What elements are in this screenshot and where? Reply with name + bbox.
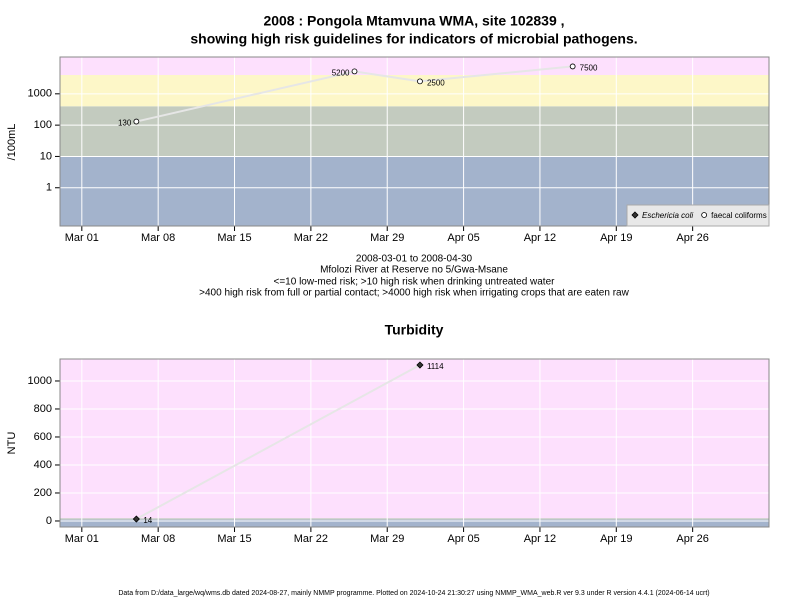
marker [132,515,140,523]
caption: >400 high risk from full or partial cont… [199,288,629,299]
risk-band [60,359,769,519]
y-tick-label: 0 [46,515,52,527]
y-tick-label: 10 [40,150,52,162]
y-axis-label: NTU [6,432,18,455]
x-tick-label: Apr 19 [600,232,632,244]
x-tick-label: Mar 29 [370,533,404,545]
y-tick-label: 100 [34,119,52,131]
y-tick-label: 400 [34,459,52,471]
x-tick-label: Apr 19 [600,533,632,545]
x-tick-label: Apr 05 [447,533,479,545]
legend-label: faecal coliforms [711,211,767,220]
marker [133,118,140,125]
chart-subtitle: showing high risk guidelines for indicat… [190,31,637,47]
footer: Data from D:/data_large/wq/wms.db dated … [118,590,709,597]
marker [416,361,424,369]
marker [631,211,639,219]
series: 14 1114 [132,361,444,525]
caption: 2008-03-01 to 2008-04-30 [356,254,473,265]
data-label: 130 [118,119,132,128]
x-tick-label: Apr 12 [524,533,556,545]
y-tick-label: 1000 [28,88,52,100]
marker [701,212,708,218]
marker [569,63,576,70]
risk-band [60,519,769,527]
y-axis-label: /100mL [6,124,18,161]
data-label: 1114 [427,362,444,371]
x-tick-label: Apr 26 [676,533,708,545]
risk-band [60,518,769,520]
plot-frame [59,56,770,227]
marker [417,78,423,85]
y-tick-label: 1000 [28,375,52,387]
series-line [136,65,573,123]
series: 130 5200 2500 7500 [118,63,598,128]
y-tick-label: 1 [46,182,52,194]
x-tick-label: Apr 05 [447,232,479,244]
x-tick-label: Apr 12 [524,232,556,244]
x-tick-label: Mar 01 [65,232,99,244]
x-tick-label: Mar 08 [141,232,175,244]
x-tick-label: Mar 22 [294,232,328,244]
x-tick-label: Mar 15 [217,232,251,244]
y-tick-label: 600 [34,431,52,443]
x-tick-label: Mar 15 [217,533,251,545]
x-tick-label: Apr 26 [676,232,708,244]
caption: Mfolozi River at Reserve no 5/Gwa-Msane [320,265,508,276]
y-tick-label: 200 [34,487,52,499]
legend-label: Eschericia coli [642,211,693,220]
x-tick-label: Mar 22 [294,533,328,545]
x-tick-label: Mar 08 [141,533,175,545]
risk-band [60,106,769,157]
caption: <=10 low-med risk; >10 high risk when dr… [274,277,556,288]
data-label: 5200 [332,69,350,78]
data-label: 7500 [580,64,598,73]
y-tick-label: 800 [34,403,52,415]
risk-band [60,57,769,75]
legend-box [626,204,770,227]
data-label: 14 [143,516,152,525]
chart-title: Turbidity [385,322,444,338]
marker [351,68,358,75]
x-tick-label: Mar 01 [65,533,99,545]
plot-frame [59,358,770,528]
x-tick-label: Mar 29 [370,232,404,244]
series-line [135,364,421,520]
data-label: 2500 [427,78,445,87]
chart-title: 2008 : Pongola Mtamvuna WMA, site 102839… [263,13,564,29]
